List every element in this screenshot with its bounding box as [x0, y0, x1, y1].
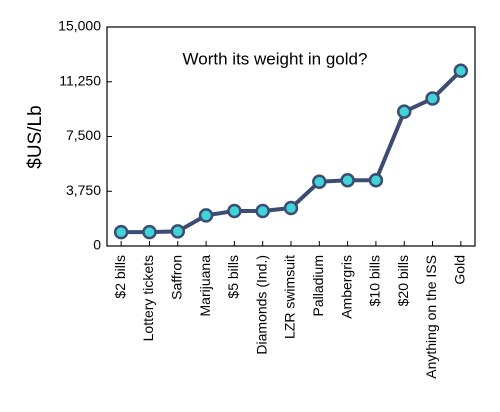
data-point	[396, 104, 412, 119]
data-point	[113, 224, 129, 240]
y-tick-label: 7,500	[66, 127, 101, 143]
x-tick-label: Palladium	[310, 255, 326, 316]
data-point	[170, 224, 186, 239]
data-point	[453, 63, 469, 79]
data-point	[198, 208, 214, 223]
y-axis-label: $US/Lb	[25, 105, 46, 168]
y-tick-label: 11,250	[59, 72, 101, 88]
data-point	[368, 173, 384, 188]
data-point	[142, 224, 157, 240]
y-tick-label: 0	[93, 237, 101, 253]
x-tick-label: $20 bills	[395, 255, 411, 306]
x-tick-label: Diamonds (Ind.)	[253, 255, 269, 355]
x-tick-label: Ambergris	[338, 255, 354, 319]
x-tick-label: LZR swimsuit	[282, 255, 298, 339]
x-tick-label: $5 bills	[225, 255, 241, 299]
x-tick-label: $10 bills	[367, 255, 383, 306]
data-point	[312, 174, 327, 190]
y-tick-label: 3,750	[66, 182, 101, 198]
x-tick-label: $2 bills	[112, 255, 128, 299]
data-point	[283, 200, 299, 216]
data-point	[227, 203, 242, 219]
x-tick-label: Lottery tickets	[140, 255, 156, 341]
x-tick-label: Gold	[452, 255, 468, 285]
x-tick-label: Saffron	[168, 255, 184, 300]
chart-title: Worth its weight in gold?	[183, 49, 368, 68]
data-point	[340, 173, 355, 188]
x-tick-label: Anything on the ISS	[423, 255, 439, 379]
y-tick-label: 15,000	[58, 18, 101, 34]
data-point	[255, 203, 270, 219]
x-tick-label: Marijuana	[197, 255, 213, 317]
data-point	[425, 91, 440, 106]
